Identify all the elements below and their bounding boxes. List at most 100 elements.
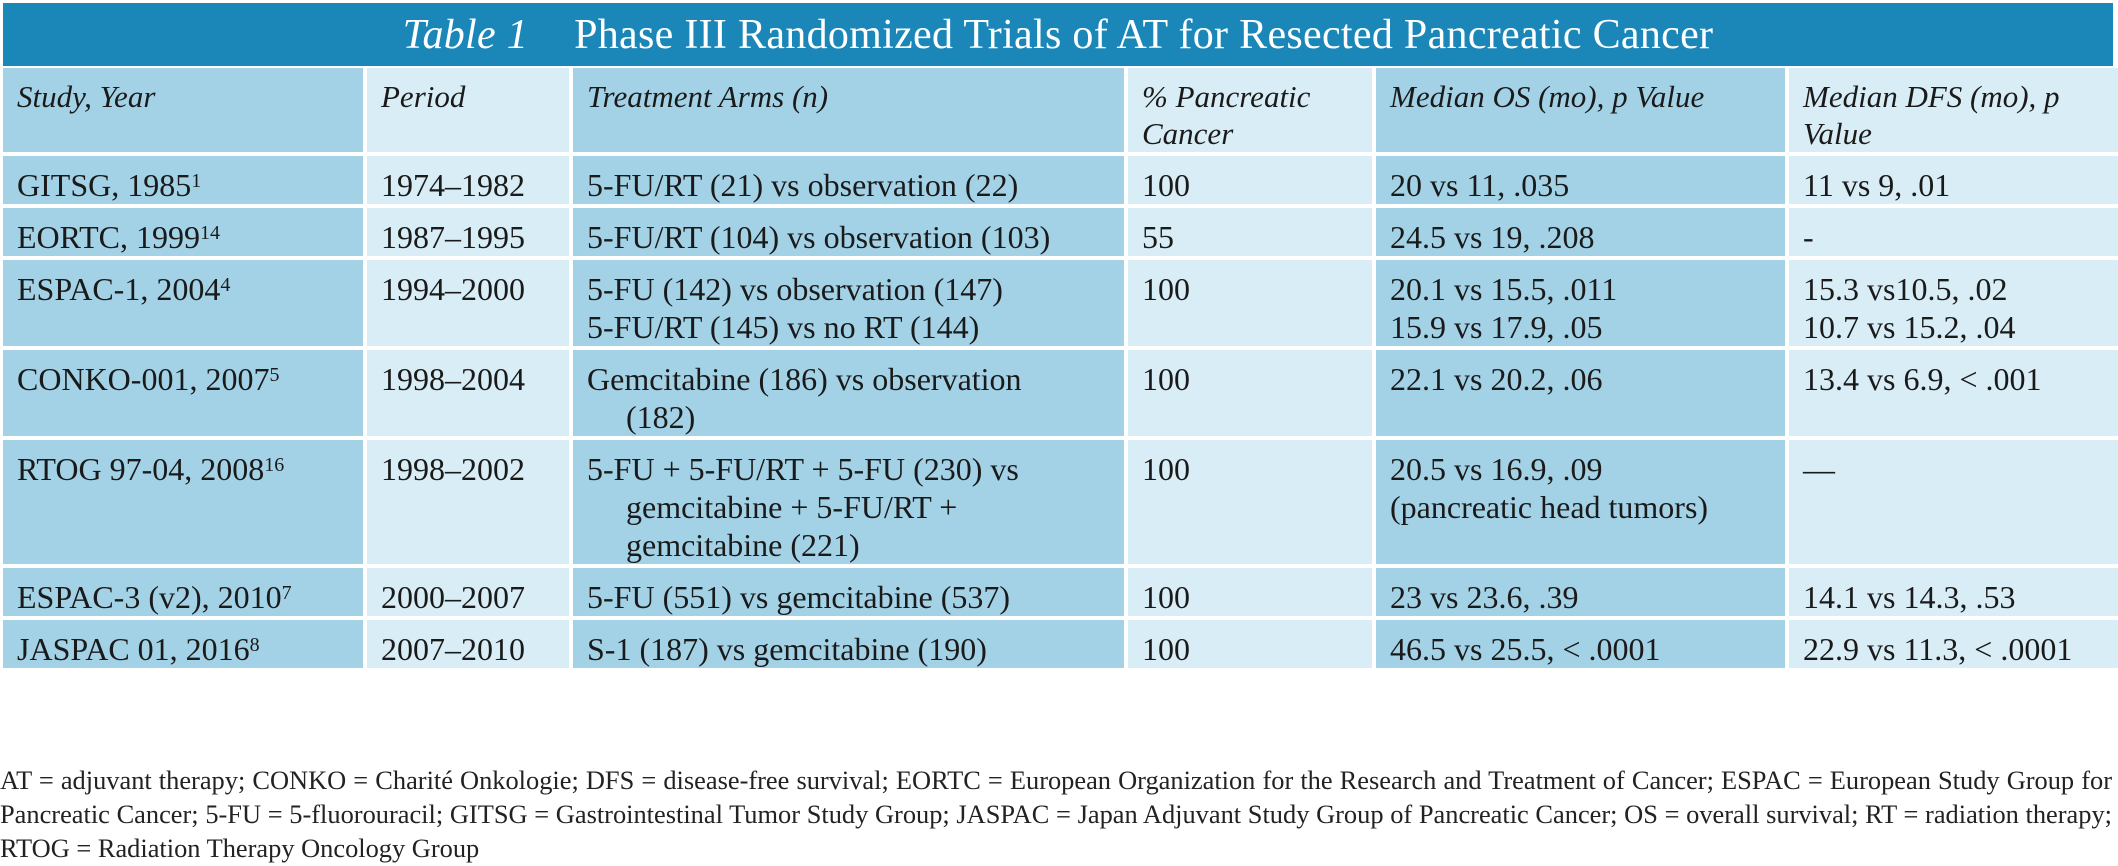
cell-arms: S-1 (187) vs gemcitabine (190) [573, 620, 1124, 668]
cell-os: 20.5 vs 16.9, .09 (pancreatic head tumors… [1376, 440, 1785, 564]
cell-dfs: - [1789, 208, 2118, 256]
arms-line: 5-FU/RT (145) vs no RT (144) [587, 309, 980, 345]
table-row: ESPAC-1, 20044 1994–2000 5-FU (142) vs obs… [3, 260, 2118, 346]
reference-sup: 7 [282, 582, 292, 604]
cell-os: 20 vs 11, .035 [1376, 156, 1785, 204]
cell-study: GITSG, 19851 [3, 156, 363, 204]
cell-study: JASPAC 01, 20168 [3, 620, 363, 668]
pct-text: 55 [1142, 219, 1174, 255]
cell-os: 46.5 vs 25.5, < .0001 [1376, 620, 1785, 668]
dfs-line: 13.4 vs 6.9, < .001 [1803, 361, 2042, 397]
dfs-line: - [1803, 219, 1814, 255]
cell-pct: 100 [1128, 568, 1372, 616]
os-line: 22.1 vs 20.2, .06 [1390, 361, 1603, 397]
col-header-dfs: Median DFS (mo), p Value [1789, 68, 2118, 152]
table-row: CONKO-001, 20075 1998–2004 Gemcitabine (18… [3, 350, 2118, 436]
study-name: GITSG, 1985 [17, 167, 192, 203]
table-footnote: AT = adjuvant therapy; CONKO = Charité O… [0, 765, 2112, 863]
cell-dfs: — [1789, 440, 2118, 564]
os-line: 23 vs 23.6, .39 [1390, 579, 1579, 615]
os-line: 20 vs 11, .035 [1390, 167, 1570, 203]
period-text: 1974–1982 [381, 167, 525, 203]
arms-line: 5-FU + 5-FU/RT + 5-FU (230) vs [587, 451, 1019, 487]
cell-period: 2000–2007 [367, 568, 569, 616]
arms-line: gemcitabine (221) [626, 527, 860, 563]
pct-text: 100 [1142, 271, 1190, 307]
cell-os: 20.1 vs 15.5, .011 15.9 vs 17.9, .05 [1376, 260, 1785, 346]
cell-period: 1994–2000 [367, 260, 569, 346]
arms-line: 5-FU/RT (21) vs observation (22) [587, 167, 1019, 203]
study-name: CONKO-001, 2007 [17, 361, 270, 397]
os-line: 15.9 vs 17.9, .05 [1390, 309, 1603, 345]
cell-dfs: 14.1 vs 14.3, .53 [1789, 568, 2118, 616]
trials-table: Study, Year Period Treatment Arms (n) % … [0, 64, 2118, 672]
cell-pct: 100 [1128, 350, 1372, 436]
cell-arms: 5-FU/RT (21) vs observation (22) [573, 156, 1124, 204]
period-text: 1998–2002 [381, 451, 525, 487]
table-row: JASPAC 01, 20168 2007–2010 S-1 (187) vs ge… [3, 620, 2118, 668]
os-line: 24.5 vs 19, .208 [1390, 219, 1595, 255]
table-row: EORTC, 199914 1987–1995 5-FU/RT (104) vs o… [3, 208, 2118, 256]
arms-line: 5-FU (142) vs observation (147) [587, 271, 1003, 307]
dfs-line: 22.9 vs 11.3, < .0001 [1803, 631, 2073, 667]
reference-superscript: 7 [281, 582, 292, 604]
reference-sup: 1 [191, 170, 201, 192]
col-header-study: Study, Year [3, 68, 363, 152]
reference-sup: 14 [200, 222, 220, 244]
study-name: ESPAC-3 (v2), 2010 [17, 579, 282, 615]
period-text: 1987–1995 [381, 219, 525, 255]
table-title-bar: Table 1 Phase III Randomized Trials of A… [3, 3, 2113, 66]
arms-line: gemcitabine + 5-FU/RT + [626, 489, 958, 525]
reference-sup: 16 [264, 454, 284, 476]
cell-study: CONKO-001, 20075 [3, 350, 363, 436]
cell-pct: 100 [1128, 440, 1372, 564]
table-title: Phase III Randomized Trials of AT for Re… [574, 11, 1714, 58]
pct-text: 100 [1142, 451, 1190, 487]
cell-dfs: 11 vs 9, .01 [1789, 156, 2118, 204]
cell-arms: 5-FU/RT (104) vs observation (103) [573, 208, 1124, 256]
cell-os: 23 vs 23.6, .39 [1376, 568, 1785, 616]
cell-arms: Gemcitabine (186) vs observation (182) [573, 350, 1124, 436]
cell-period: 1974–1982 [367, 156, 569, 204]
dfs-line: — [1803, 451, 1835, 487]
cell-period: 2007–2010 [367, 620, 569, 668]
cell-pct: 100 [1128, 620, 1372, 668]
col-header-period: Period [367, 68, 569, 152]
reference-superscript: 16 [264, 454, 285, 476]
arms-line: Gemcitabine (186) vs observation [587, 361, 1022, 397]
period-text: 1994–2000 [381, 271, 525, 307]
period-text: 2000–2007 [381, 579, 525, 615]
period-text: 2007–2010 [381, 631, 525, 667]
reference-superscript: 4 [220, 274, 231, 296]
table-row: RTOG 97-04, 200816 1998–2002 5-FU + 5-FU/R… [3, 440, 2118, 564]
header-row: Study, Year Period Treatment Arms (n) % … [3, 68, 2118, 152]
cell-study: EORTC, 199914 [3, 208, 363, 256]
arms-line: 5-FU (551) vs gemcitabine (537) [587, 579, 1011, 615]
cell-dfs: 13.4 vs 6.9, < .001 [1789, 350, 2118, 436]
period-text: 1998–2004 [381, 361, 525, 397]
table-number: Table 1 [402, 11, 529, 58]
cell-pct: 100 [1128, 156, 1372, 204]
arms-line: 5-FU/RT (104) vs observation (103) [587, 219, 1051, 255]
cell-dfs: 15.3 vs10.5, .02 10.7 vs 15.2, .04 [1789, 260, 2118, 346]
cell-pct: 55 [1128, 208, 1372, 256]
cell-os: 22.1 vs 20.2, .06 [1376, 350, 1785, 436]
col-header-pct: % Pancreatic Cancer [1128, 68, 1372, 152]
cell-arms: 5-FU (551) vs gemcitabine (537) [573, 568, 1124, 616]
cell-period: 1987–1995 [367, 208, 569, 256]
os-line: (pancreatic head tumors) [1390, 489, 1709, 525]
os-line: 46.5 vs 25.5, < .0001 [1390, 631, 1661, 667]
arms-line: (182) [626, 399, 696, 435]
reference-sup: 4 [220, 274, 230, 296]
reference-sup: 8 [250, 634, 260, 656]
table-row: GITSG, 19851 1974–1982 5-FU/RT (21) vs obs… [3, 156, 2118, 204]
cell-study: ESPAC-1, 20044 [3, 260, 363, 346]
pct-text: 100 [1142, 579, 1190, 615]
cell-study: ESPAC-3 (v2), 20107 [3, 568, 363, 616]
pct-text: 100 [1142, 361, 1190, 397]
cell-study: RTOG 97-04, 200816 [3, 440, 363, 564]
reference-sup: 5 [269, 364, 279, 386]
os-line: 20.1 vs 15.5, .011 [1390, 271, 1618, 307]
arms-line: S-1 (187) vs gemcitabine (190) [587, 631, 987, 667]
study-name: ESPAC-1, 2004 [17, 271, 221, 307]
